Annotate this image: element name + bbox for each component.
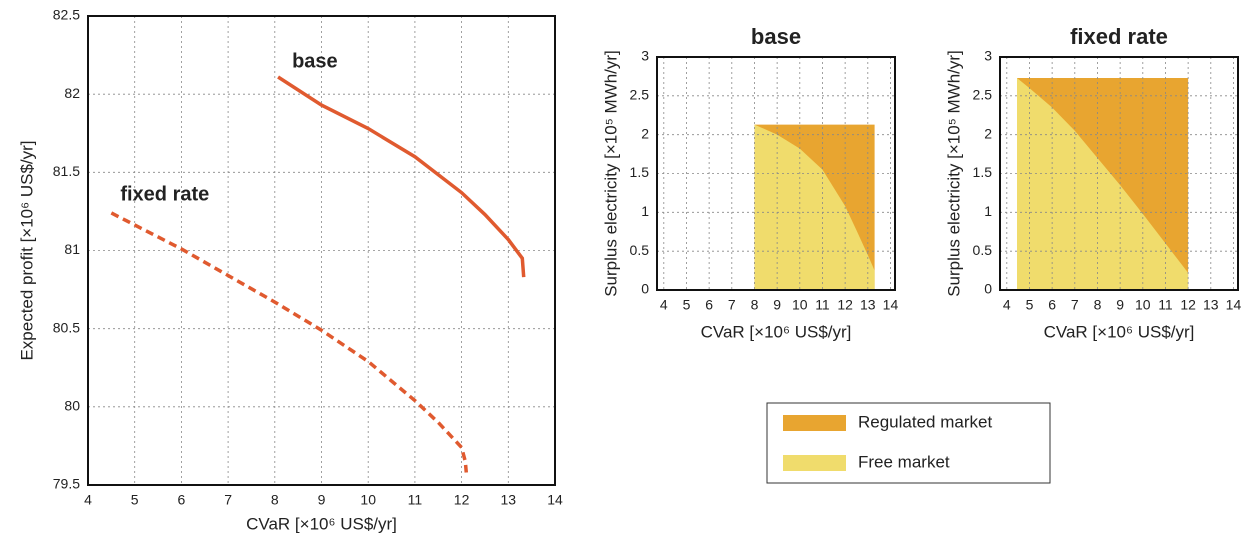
x-tick-label: 9 bbox=[773, 297, 781, 313]
y-tick-label: 0 bbox=[641, 281, 649, 297]
x-tick-label: 11 bbox=[815, 297, 830, 313]
x-tick-label: 9 bbox=[1116, 297, 1124, 313]
y-tick-label: 1.5 bbox=[630, 164, 650, 180]
y-tick-label: 2.5 bbox=[630, 87, 650, 103]
x-axis-label: CVaR [×10⁶ US$/yr] bbox=[1044, 322, 1195, 341]
x-tick-label: 12 bbox=[1180, 297, 1196, 313]
legend-label: Regulated market bbox=[858, 412, 992, 431]
x-tick-label: 11 bbox=[408, 492, 423, 508]
x-tick-label: 5 bbox=[683, 297, 691, 313]
x-tick-label: 12 bbox=[837, 297, 853, 313]
x-tick-label: 13 bbox=[1203, 297, 1219, 313]
y-tick-label: 79.5 bbox=[53, 476, 80, 492]
y-tick-label: 3 bbox=[984, 48, 992, 64]
chart-title: base bbox=[751, 24, 801, 49]
x-tick-label: 8 bbox=[751, 297, 759, 313]
y-tick-label: 0 bbox=[984, 281, 992, 297]
y-axis-label: Surplus electricity [×10⁵ MWh/yr] bbox=[944, 50, 963, 297]
series-label: fixed rate bbox=[120, 183, 209, 205]
y-tick-label: 80.5 bbox=[53, 319, 80, 335]
y-tick-label: 1 bbox=[984, 203, 992, 219]
x-tick-label: 7 bbox=[1071, 297, 1079, 313]
plot-frame bbox=[656, 56, 896, 291]
x-tick-label: 6 bbox=[178, 492, 186, 508]
x-tick-label: 12 bbox=[454, 492, 470, 508]
x-tick-label: 6 bbox=[705, 297, 713, 313]
x-tick-label: 8 bbox=[271, 492, 279, 508]
series-label: base bbox=[292, 50, 338, 72]
line bbox=[110, 211, 469, 473]
x-tick-label: 6 bbox=[1048, 297, 1056, 313]
chart-title: fixed rate bbox=[1070, 24, 1168, 49]
y-tick-label: 82.5 bbox=[53, 7, 80, 23]
area bbox=[754, 124, 875, 290]
x-tick-label: 14 bbox=[547, 492, 563, 508]
x-tick-label: 10 bbox=[792, 297, 808, 313]
y-axis-label: Surplus electricity [×10⁵ MWh/yr] bbox=[601, 50, 620, 297]
y-tick-label: 80 bbox=[64, 398, 80, 414]
y-tick-label: 2 bbox=[641, 125, 649, 141]
x-tick-label: 13 bbox=[501, 492, 517, 508]
x-tick-label: 8 bbox=[1094, 297, 1102, 313]
y-tick-label: 81.5 bbox=[53, 163, 80, 179]
y-tick-label: 0.5 bbox=[630, 242, 650, 258]
legend-label: Free market bbox=[858, 452, 950, 471]
x-tick-label: 9 bbox=[318, 492, 326, 508]
x-axis-label: CVaR [×10⁶ US$/yr] bbox=[246, 514, 397, 533]
x-tick-label: 10 bbox=[360, 492, 376, 508]
x-tick-label: 7 bbox=[224, 492, 232, 508]
line bbox=[277, 75, 526, 278]
x-tick-label: 14 bbox=[883, 297, 899, 313]
x-tick-label: 4 bbox=[84, 492, 92, 508]
x-tick-label: 4 bbox=[660, 297, 668, 313]
plot-frame bbox=[87, 15, 556, 486]
x-axis-label: CVaR [×10⁶ US$/yr] bbox=[701, 322, 852, 341]
y-tick-label: 3 bbox=[641, 48, 649, 64]
y-tick-label: 2.5 bbox=[973, 87, 993, 103]
y-tick-label: 1 bbox=[641, 203, 649, 219]
x-tick-label: 11 bbox=[1158, 297, 1173, 313]
plot-frame bbox=[999, 56, 1239, 291]
x-tick-label: 10 bbox=[1135, 297, 1151, 313]
x-tick-label: 5 bbox=[1026, 297, 1034, 313]
legend-swatch bbox=[783, 415, 846, 431]
y-tick-label: 0.5 bbox=[973, 242, 993, 258]
x-tick-label: 14 bbox=[1226, 297, 1242, 313]
x-tick-label: 5 bbox=[131, 492, 139, 508]
y-tick-label: 2 bbox=[984, 125, 992, 141]
x-tick-label: 4 bbox=[1003, 297, 1011, 313]
legend-swatch bbox=[783, 455, 846, 471]
y-tick-label: 81 bbox=[64, 241, 80, 257]
y-tick-label: 82 bbox=[64, 85, 80, 101]
y-axis-label: Expected profit [×10⁶ US$/yr] bbox=[17, 140, 36, 360]
x-tick-label: 13 bbox=[860, 297, 876, 313]
area bbox=[1017, 77, 1189, 290]
y-tick-label: 1.5 bbox=[973, 164, 993, 180]
x-tick-label: 7 bbox=[728, 297, 736, 313]
